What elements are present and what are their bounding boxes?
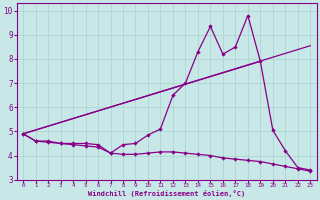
X-axis label: Windchill (Refroidissement éolien,°C): Windchill (Refroidissement éolien,°C)	[88, 190, 245, 197]
